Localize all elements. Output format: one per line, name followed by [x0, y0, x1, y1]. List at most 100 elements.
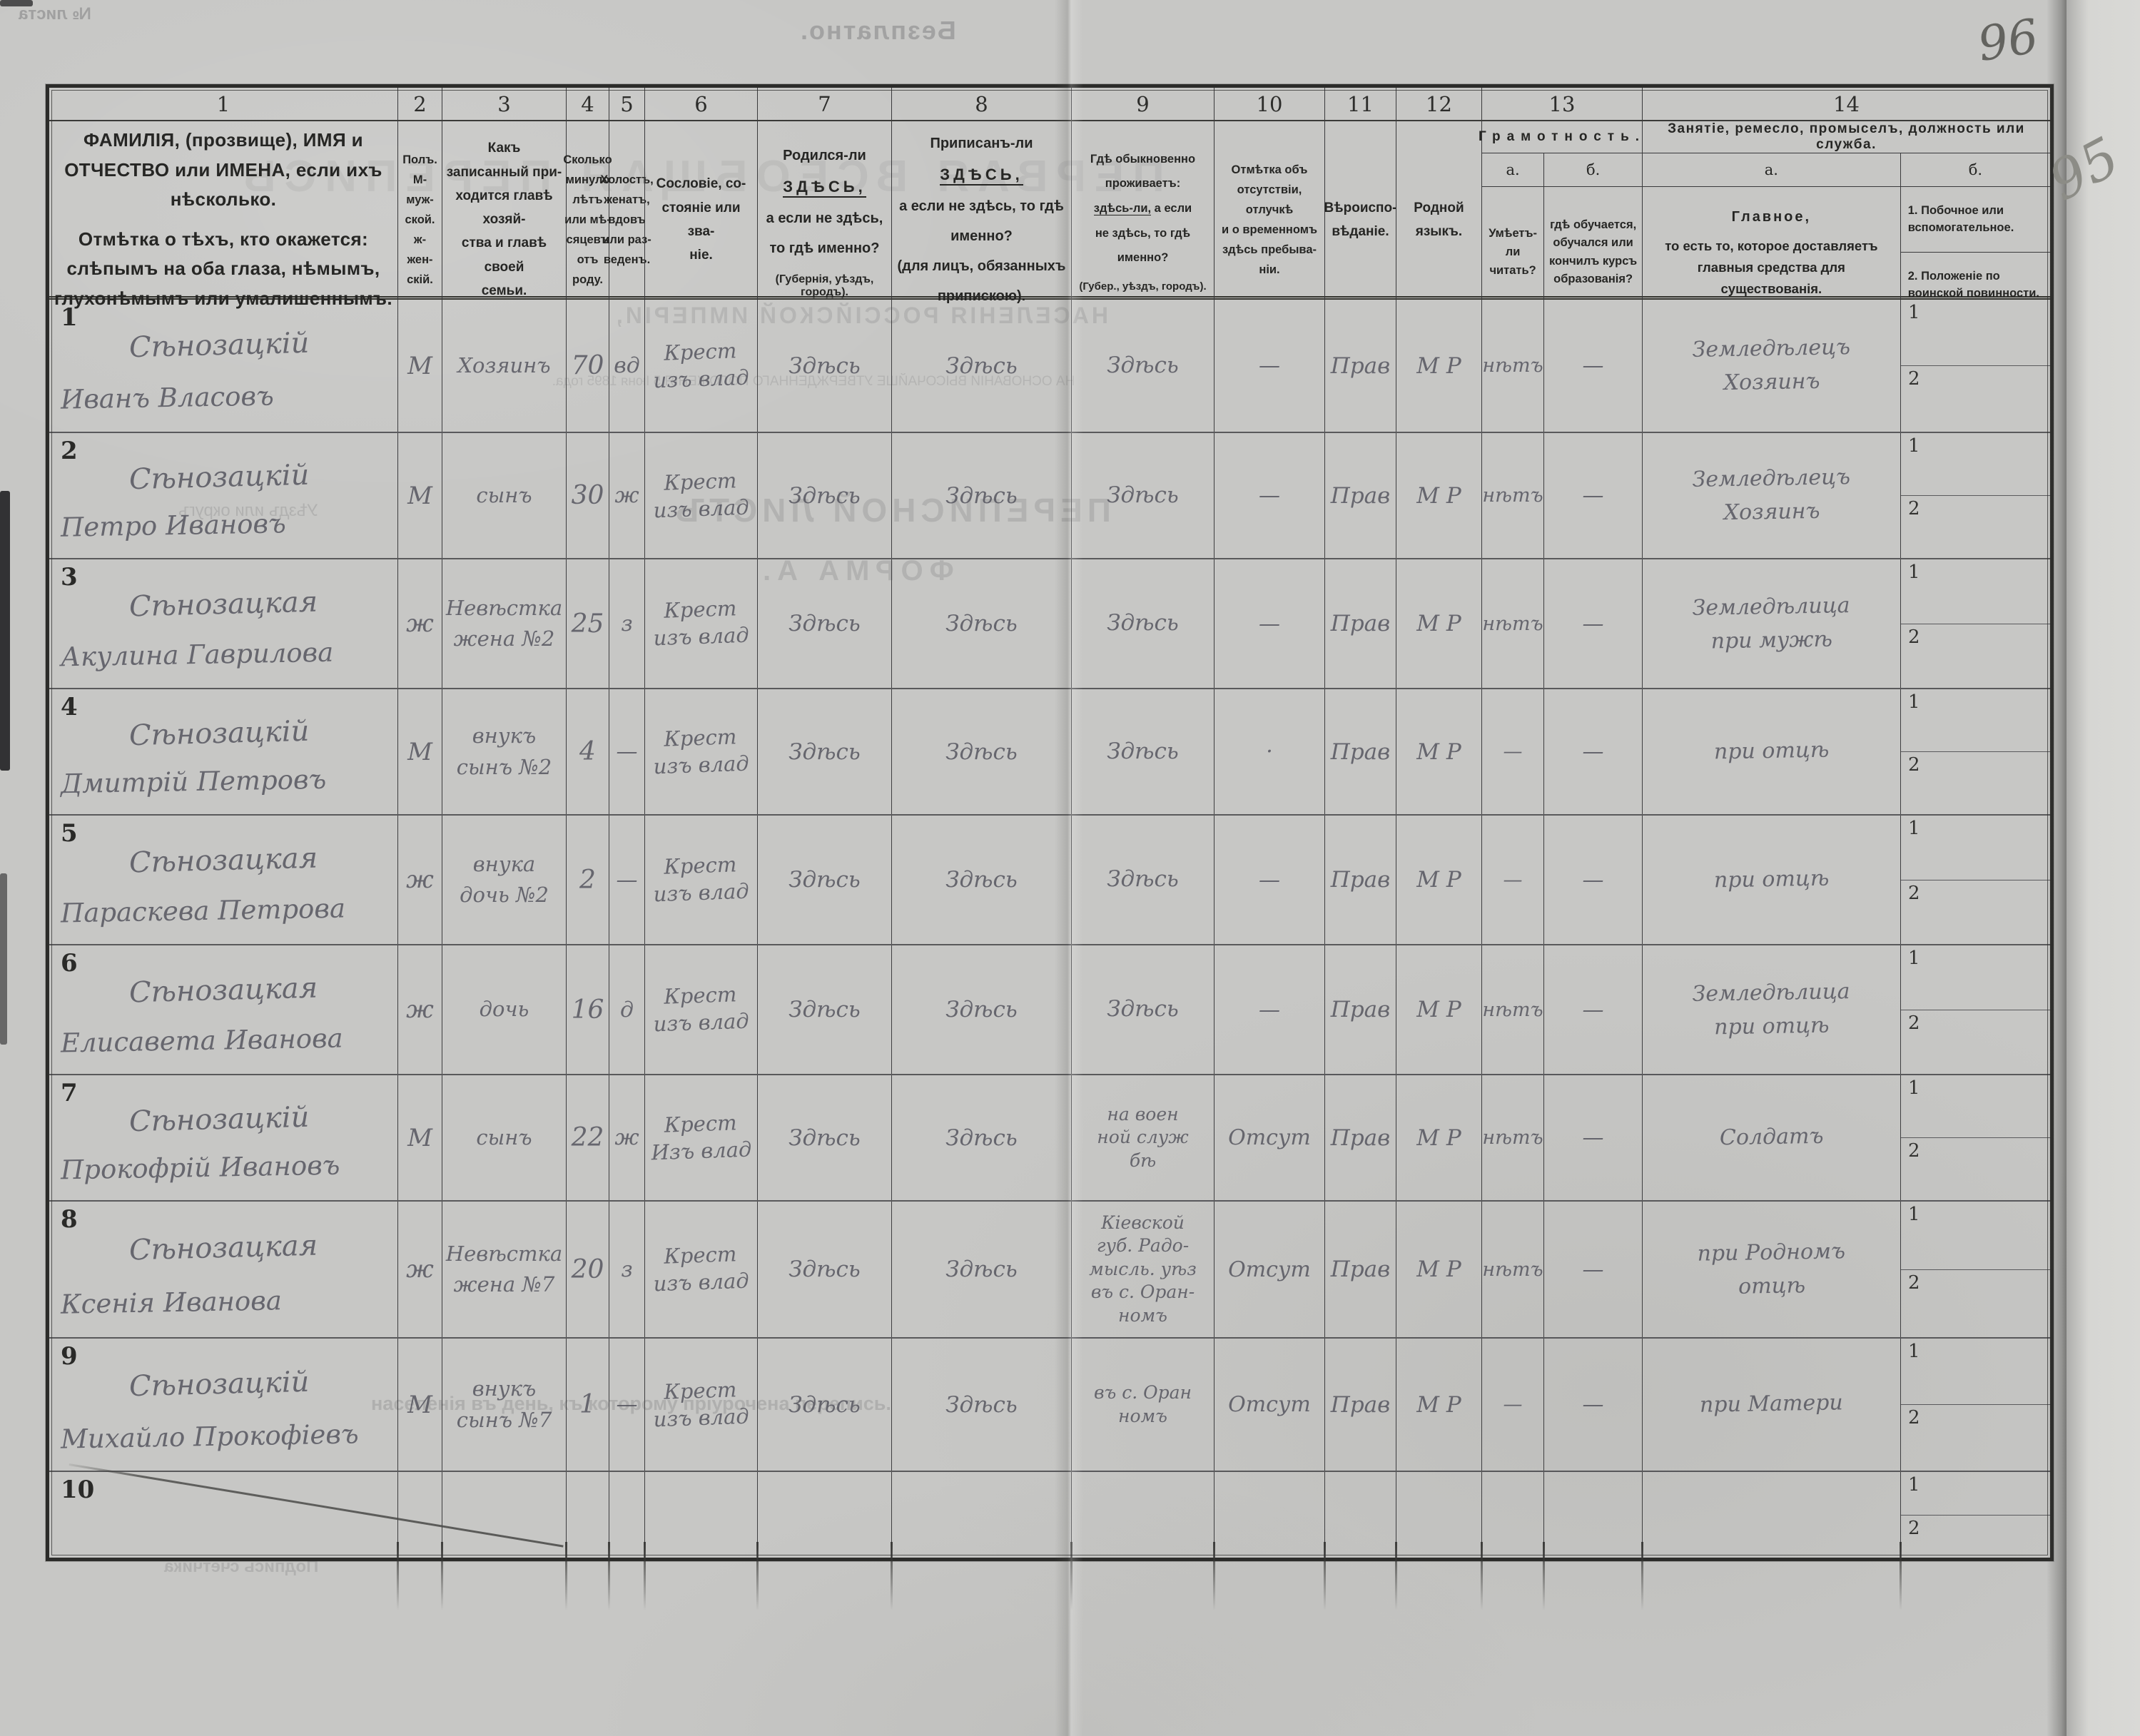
residence: Здѣсь [1107, 738, 1179, 764]
header-text: а если не здѣсь, [766, 210, 883, 226]
side-occupation-sub1: 1 [1901, 689, 2050, 751]
language-value: М Р [1416, 1257, 1461, 1282]
sex-cell: М [397, 300, 442, 432]
registration-value: Здѣсь [945, 1257, 1018, 1282]
absence-value: Отсут [1228, 1392, 1311, 1417]
registration-cell: Здѣсь [891, 945, 1071, 1074]
header-occupation-main-text: то есть то, которое доставляетъ главныя … [1665, 238, 1878, 296]
surname: Сѣнозацкая [128, 1229, 318, 1267]
age-cell: 16 [566, 945, 609, 1074]
residence: Кіевской губ. Радо- мысль. уѣз въ с. Ора… [1089, 1212, 1197, 1326]
sub-label-1: 1 [1908, 1474, 1920, 1496]
religion-value: Прав [1330, 997, 1391, 1022]
literacy-value: нѣтъ [1482, 484, 1543, 507]
side-occupation-cell: 1 2 [1900, 1075, 2050, 1200]
relation-value: дочь [479, 997, 529, 1022]
residence-cell: Здѣсь [1071, 433, 1214, 558]
absence-value: · [1266, 739, 1273, 764]
header-occupation-side-text: 1. Побочное или вспомогательное. [1900, 187, 2050, 253]
absence-value: — [1259, 997, 1280, 1022]
education-value: — [1582, 1125, 1604, 1150]
occupation-cell: Земледѣлица при отцѣ [1642, 945, 1900, 1074]
scan-edge-mark [0, 0, 33, 6]
side-occupation-sub2: 2 [1901, 1514, 2050, 1558]
sex-cell: М [397, 689, 442, 814]
registration-cell: Здѣсь [891, 559, 1071, 688]
registration-cell [891, 1472, 1071, 1558]
column-number: 1 [216, 91, 230, 116]
birthplace-cell: Здѣсь [757, 1339, 891, 1471]
sex-cell: ж [397, 816, 442, 944]
header-name-line2: Отмѣтка о тѣхъ, кто окажется: слѣпымъ на… [54, 228, 393, 309]
estate-cell: Крест изъ влад [644, 816, 757, 944]
census-table: 1 2 3 4 5 6 7 8 9 10 11 12 13 14 ФАМИЛІЯ… [46, 84, 2054, 1561]
birthplace-cell: Здѣсь [757, 689, 891, 814]
literacy-cell: нѣтъ [1481, 300, 1543, 432]
sex-value: ж [406, 995, 434, 1024]
sub-label-2: 2 [1908, 498, 1920, 519]
birthplace-cell: Здѣсь [757, 300, 891, 432]
marital-cell: вд [609, 300, 644, 432]
side-occupation-sub2: 2 [1901, 1137, 2050, 1200]
side-occupation-sub1: 1 [1901, 1202, 2050, 1269]
side-occupation-sub1: 1 [1901, 1075, 2050, 1137]
estate-value: Крест изъ влад [653, 1377, 750, 1431]
residence-cell: Здѣсь [1071, 945, 1214, 1074]
header-note: (Губер., уѣздъ, городъ). [1079, 280, 1207, 293]
marital-value: ж [614, 483, 639, 508]
header-name-line1: ФАМИЛІЯ, (прозвище), ИМЯ и ОТЧЕСТВО или … [64, 129, 382, 210]
occupation-cell: при Родномъ отцѣ [1642, 1202, 1900, 1337]
header-literacy-b-text: гдѣ обучается, обучался или кончилъ курс… [1549, 218, 1638, 286]
occupation-value: Земледѣлецъ Хозяинъ [1692, 335, 1851, 395]
estate-cell [644, 1472, 757, 1558]
absence-cell: — [1214, 433, 1324, 558]
table-row: 9 Сѣнозацкій Михайло Прокофіевъ М внукъ … [49, 1337, 2050, 1471]
residence: Здѣсь [1107, 866, 1179, 893]
table-row: 7 Сѣнозацкій Прокофрій Ивановъ М сынъ 22… [49, 1074, 2050, 1200]
absence-value: — [1259, 611, 1280, 636]
column-header-row: ФАМИЛІЯ, (прозвище), ИМЯ и ОТЧЕСТВО или … [49, 121, 2050, 318]
table-body: 1 Сѣнозацкій Иванъ Власовъ М Хозяинъ 70 … [49, 300, 2050, 1558]
birthplace-value: Здѣсь [788, 867, 861, 893]
side-occupation-cell: 1 2 [1900, 1339, 2050, 1471]
birthplace-cell: Здѣсь [757, 559, 891, 688]
sex-value: М [407, 1123, 432, 1152]
age-value: 2 [579, 865, 596, 895]
header-occupation-b-label: б. [1900, 153, 2050, 187]
sex-value: М [407, 351, 432, 380]
residence: въ с. Оран номъ [1094, 1382, 1192, 1426]
estate-cell: Крест изъ влад [644, 689, 757, 814]
sex-cell: М [397, 1339, 442, 1471]
religion-cell: Прав [1324, 559, 1396, 688]
sub-label-1: 1 [1908, 1077, 1920, 1099]
education-cell: — [1543, 433, 1642, 558]
religion-cell: Прав [1324, 433, 1396, 558]
surname: Сѣнозацкая [128, 841, 318, 880]
column-number: 9 [1071, 88, 1214, 120]
side-occupation-sub1: 1 [1901, 945, 2050, 1010]
absence-cell: — [1214, 816, 1324, 944]
header-estate-column: Сословіе, со- стояніе или зва- ніе. [644, 121, 757, 318]
header-relation-column: Какъ записанный при- ходится главѣ хозяй… [442, 121, 566, 318]
surname: Сѣнозацкій [128, 1100, 310, 1138]
religion-value: Прав [1330, 1125, 1391, 1151]
residence-cell: Здѣсь [1071, 816, 1214, 944]
registration-value: Здѣсь [945, 482, 1018, 509]
given-name: Михайло Прокофіевъ [60, 1418, 359, 1455]
residence-cell [1071, 1472, 1214, 1558]
occupation-value: при Родномъ отцѣ [1697, 1238, 1846, 1299]
marital-cell: — [609, 689, 644, 814]
residence-cell: на воен ной служ бѣ [1071, 1075, 1214, 1200]
given-name: Дмитрій Петровъ [60, 763, 327, 799]
header-literacy-a-label: а. [1482, 153, 1544, 187]
religion-value: Прав [1330, 1257, 1391, 1282]
literacy-cell: — [1481, 1339, 1543, 1471]
header-residence-column: Гдѣ обыкновенно проживаетъ: здѣсь-ли, а … [1071, 121, 1214, 318]
religion-cell: Прав [1324, 816, 1396, 944]
header-text-underlined: здѣсь-ли, [1093, 201, 1152, 215]
name-cell: 7 Сѣнозацкій Прокофрій Ивановъ [49, 1075, 397, 1200]
surname: Сѣнозацкій [128, 326, 310, 364]
sub-label-1: 1 [1908, 818, 1920, 839]
marital-cell: ж [609, 1075, 644, 1200]
